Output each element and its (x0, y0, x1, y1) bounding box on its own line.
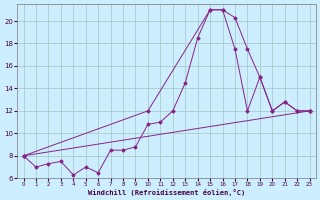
X-axis label: Windchill (Refroidissement éolien,°C): Windchill (Refroidissement éolien,°C) (88, 189, 245, 196)
